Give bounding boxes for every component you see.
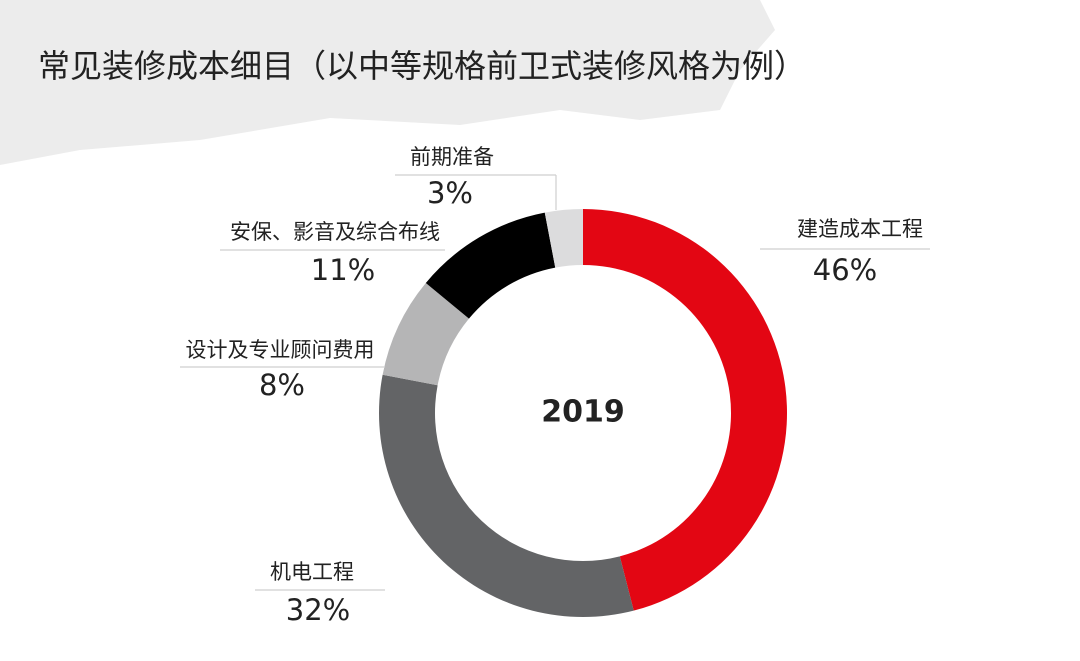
donut-segment: [378, 374, 634, 617]
value-label: 8%: [259, 368, 305, 402]
category-label: 建造成本工程: [797, 217, 923, 241]
chart-title: 常见装修成本细目（以中等规格前卫式装修风格为例）: [38, 47, 806, 85]
donut-segment: [425, 212, 556, 319]
category-label: 设计及专业顾问费用: [186, 338, 375, 362]
value-label: 46%: [813, 253, 877, 287]
value-label: 11%: [311, 253, 375, 287]
value-label: 32%: [286, 593, 350, 627]
category-label: 安保、影音及综合布线: [230, 220, 440, 244]
donut-segment: [583, 209, 788, 611]
donut-segment: [544, 209, 583, 268]
value-label: 3%: [427, 176, 473, 210]
donut: [378, 209, 788, 617]
background-brush: [0, 0, 775, 165]
center-label: 2019: [541, 395, 625, 430]
category-label: 机电工程: [270, 560, 354, 584]
donut-segment: [382, 282, 469, 386]
category-label: 前期准备: [410, 145, 494, 169]
